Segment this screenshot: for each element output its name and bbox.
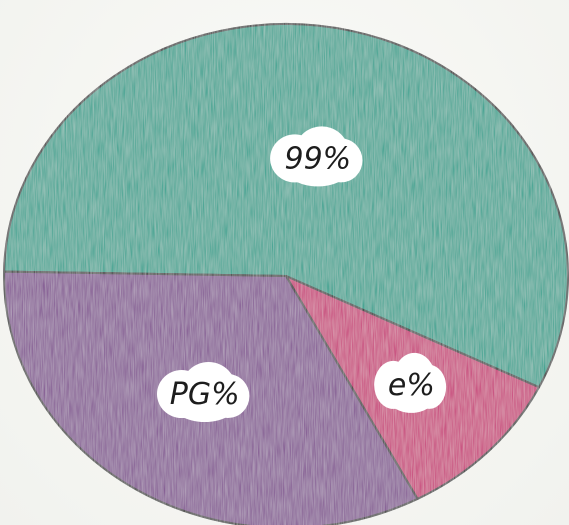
pie-slice xyxy=(3,23,569,389)
slice-label: e% xyxy=(388,368,435,403)
label-cloud xyxy=(156,362,250,423)
label-cloud xyxy=(374,352,447,413)
slice-label: 99% xyxy=(284,141,351,176)
label-cloud xyxy=(270,126,363,187)
slice-label: PG% xyxy=(170,377,240,412)
